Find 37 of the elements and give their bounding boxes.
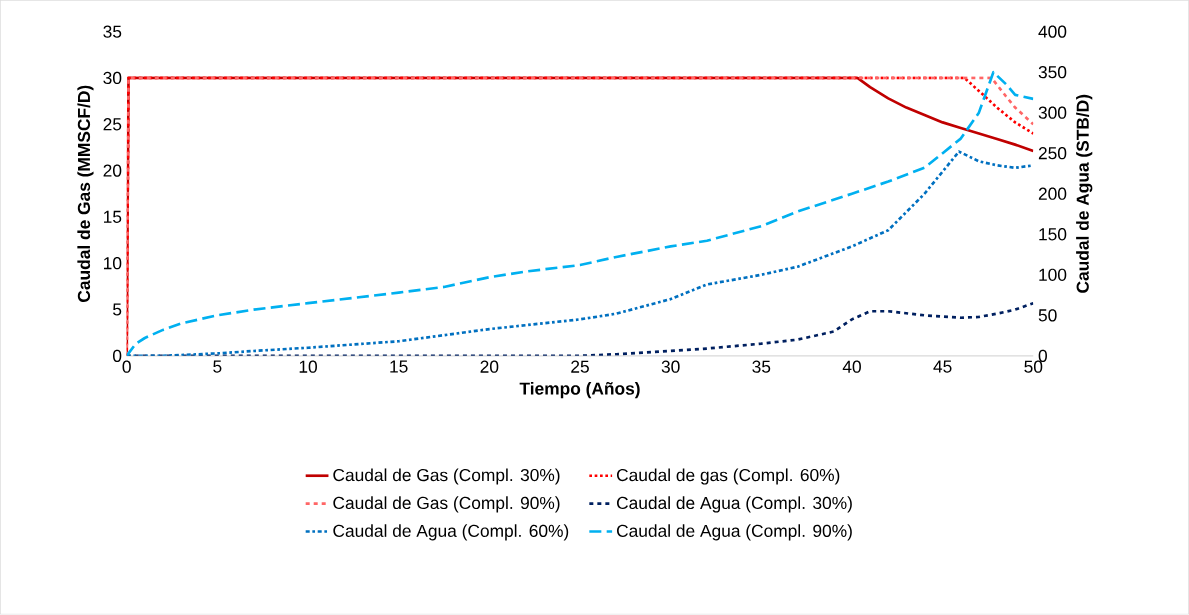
y2-tick-label: 300 bbox=[1038, 106, 1067, 119]
x-tick-label: 15 bbox=[390, 360, 408, 373]
y2-tick-label: 200 bbox=[1038, 187, 1067, 201]
x-tick-label: 5 bbox=[213, 360, 222, 373]
y2-tick-label: 50 bbox=[1038, 309, 1057, 322]
legend-label: Caudal de Agua (Compl. 60%) bbox=[333, 524, 569, 541]
y2-tick-label: 150 bbox=[1039, 228, 1067, 241]
y2-tick-label: 100 bbox=[1039, 268, 1067, 282]
legend-label: Caudal de Gas (Compl. 30%) bbox=[333, 468, 560, 485]
x-tick-label: 50 bbox=[1024, 360, 1043, 374]
x-axis-title: Tiempo (Años) bbox=[519, 382, 640, 399]
x-tick-label: 20 bbox=[480, 360, 499, 374]
y-tick-label: 5 bbox=[113, 303, 122, 316]
legend-label: Caudal de Gas (Compl. 90%) bbox=[333, 496, 560, 513]
y2-axis-title: Caudal de Agua (STB/D) bbox=[1076, 95, 1093, 293]
y-tick-label: 25 bbox=[103, 118, 122, 131]
x-tick-label: 30 bbox=[661, 360, 680, 374]
x-tick-label: 25 bbox=[571, 360, 589, 374]
y-tick-label: 35 bbox=[103, 25, 122, 38]
y2-tick-label: 350 bbox=[1038, 66, 1067, 79]
y-tick-label: 30 bbox=[103, 71, 122, 85]
y-tick-label: 15 bbox=[104, 211, 122, 224]
y-tick-label: 0 bbox=[113, 349, 122, 363]
x-tick-label: 0 bbox=[122, 360, 131, 374]
x-tick-label: 40 bbox=[842, 360, 861, 374]
legend-label: Caudal de gas (Compl. 60%) bbox=[616, 468, 840, 485]
y2-tick-label: 0 bbox=[1038, 349, 1047, 363]
y2-tick-label: 250 bbox=[1038, 147, 1067, 160]
y-tick-label: 20 bbox=[103, 164, 122, 177]
legend-label: Caudal de Agua (Compl. 30%) bbox=[616, 496, 852, 513]
x-tick-label: 45 bbox=[933, 360, 952, 373]
x-tick-label: 10 bbox=[299, 360, 317, 374]
y-axis-title: Caudal de Gas (MMSCF/D) bbox=[77, 85, 94, 303]
legend-label: Caudal de Agua (Compl. 90%) bbox=[616, 524, 852, 541]
x-tick-label: 35 bbox=[752, 360, 771, 374]
y-tick-label: 10 bbox=[104, 257, 122, 270]
y2-tick-label: 400 bbox=[1038, 25, 1067, 38]
